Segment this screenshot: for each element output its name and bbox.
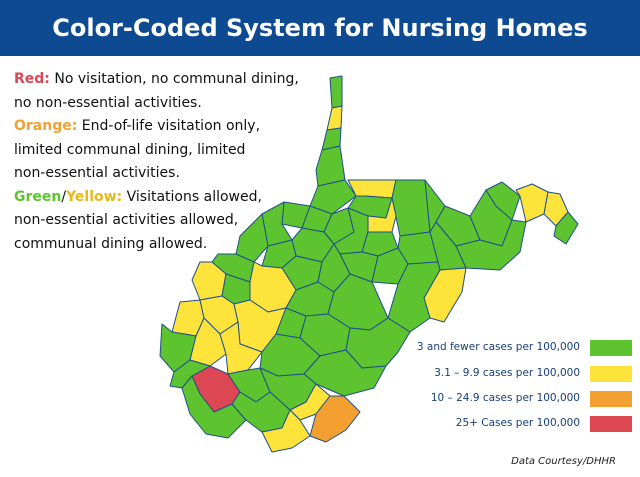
green-yellow-desc-1: Visitations allowed,	[122, 188, 262, 205]
county-jefferson	[553, 211, 579, 245]
key-swatch-green	[590, 340, 632, 356]
county-berkeley	[515, 183, 549, 223]
green-yellow-desc-2: non-essential activities allowed,	[14, 212, 239, 228]
green-keyword: Green	[14, 188, 62, 205]
orange-line-1: Orange: End-of-life visitation only,	[14, 115, 314, 139]
red-desc-1: No visitation, no communal dining,	[49, 71, 299, 87]
color-legend-text: Red: No visitation, no communal dining, …	[14, 68, 314, 256]
key-label-red: 25+ Cases per 100,000	[455, 417, 580, 429]
county-randolph	[387, 261, 441, 333]
yellow-keyword: Yellow:	[66, 188, 123, 205]
green-yellow-desc-3: communual dining allowed.	[14, 235, 208, 252]
county-brooke	[326, 105, 343, 131]
key-row-orange: 10 – 24.9 cases per 100,000	[396, 391, 632, 409]
county-logan	[219, 321, 263, 375]
key-swatch-red	[590, 416, 632, 432]
title-banner: Color-Coded System for Nursing Homes	[0, 0, 640, 56]
county-preston	[391, 179, 431, 237]
orange-keyword: Orange:	[14, 118, 78, 134]
county-monongalia	[347, 179, 397, 199]
key-row-green: 3 and fewer cases per 100,000	[396, 340, 632, 358]
county-hancock	[329, 75, 343, 109]
county-hardy	[455, 219, 527, 271]
county-monroe	[309, 395, 361, 443]
red-desc-2: no non-essential activities.	[14, 94, 202, 111]
orange-desc-2: limited communal dining, limited	[14, 141, 246, 158]
key-label-green: 3 and fewer cases per 100,000	[416, 341, 580, 353]
key-swatch-yellow	[590, 366, 632, 382]
red-line-1: Red: No visitation, no communal dining,	[14, 68, 314, 92]
key-label-orange: 10 – 24.9 cases per 100,000	[430, 392, 580, 404]
slash: /	[61, 188, 67, 205]
county-mercer	[261, 409, 311, 453]
key-swatch-orange	[590, 391, 632, 407]
data-credit: Data Courtesy/DHHR	[511, 456, 616, 467]
west-virginia-county-map	[159, 75, 579, 453]
county-jackson	[235, 213, 269, 263]
orange-desc-3: non-essential activities.	[14, 165, 180, 181]
page-title: Color-Coded System for Nursing Homes	[52, 14, 588, 42]
green-yellow-line-1: Green/Yellow: Visitations allowed,	[14, 186, 314, 210]
county-wetzel	[309, 179, 357, 215]
county-marshall	[315, 145, 346, 187]
key-label-yellow: 3.1 – 9.9 cases per 100,000	[434, 367, 580, 379]
key-row-yellow: 3.1 – 9.9 cases per 100,000	[396, 366, 632, 384]
county-morgan	[485, 181, 521, 221]
orange-desc-1: End-of-life visitation only,	[77, 118, 261, 134]
red-keyword: Red:	[14, 71, 50, 87]
key-row-red: 25+ Cases per 100,000	[396, 416, 632, 434]
